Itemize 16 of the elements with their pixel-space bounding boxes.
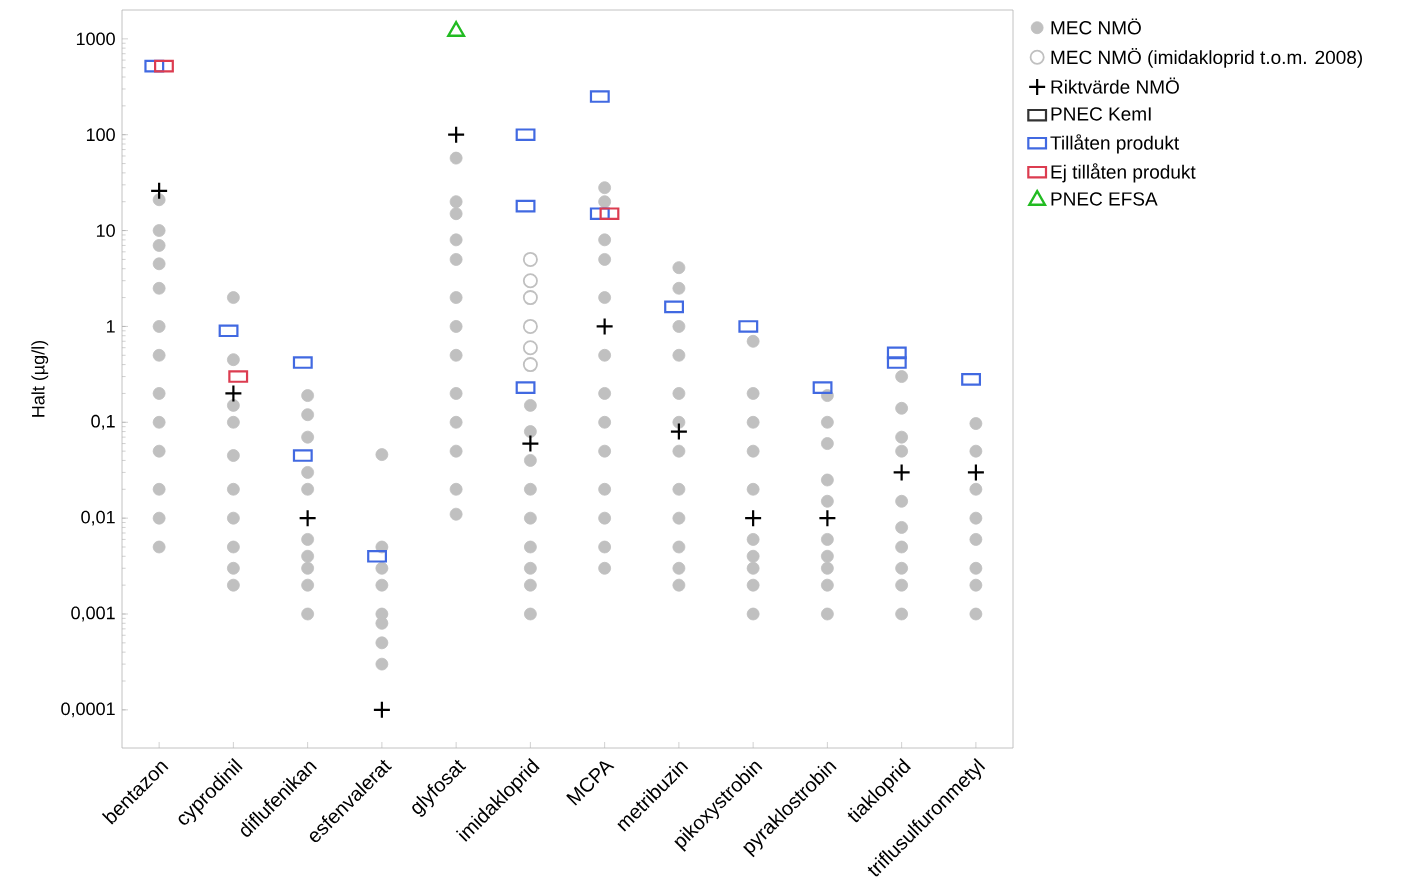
y-tick-label: 0,01 — [81, 510, 115, 526]
y-tick-label: 1 — [106, 320, 115, 333]
legend-label: Riktvärde NMÖ — [1051, 77, 1179, 94]
legend-label: PNEC EFSA — [1051, 192, 1158, 206]
legend-label: PNEC KemI — [1051, 107, 1151, 121]
y-tick-label: 10 — [96, 224, 115, 237]
y-tick-label: 0,001 — [71, 606, 115, 622]
y-tick-label: 0,0001 — [61, 702, 115, 718]
y-axis-title: Halt (µg/l) — [31, 340, 49, 417]
legend-label: Ej tillåten produkt — [1051, 163, 1196, 183]
y-tick-label: 0,1 — [91, 414, 115, 430]
y-tick-label: 100 — [86, 128, 115, 142]
y-tick-label: 1000 — [76, 32, 115, 46]
legend-label: MEC NMÖ (imidakloprid t.o.m. 2008) — [1051, 48, 1362, 68]
legend-label: Tillåten produkt — [1050, 134, 1180, 154]
legend-label: MEC NMÖ — [1051, 18, 1141, 35]
